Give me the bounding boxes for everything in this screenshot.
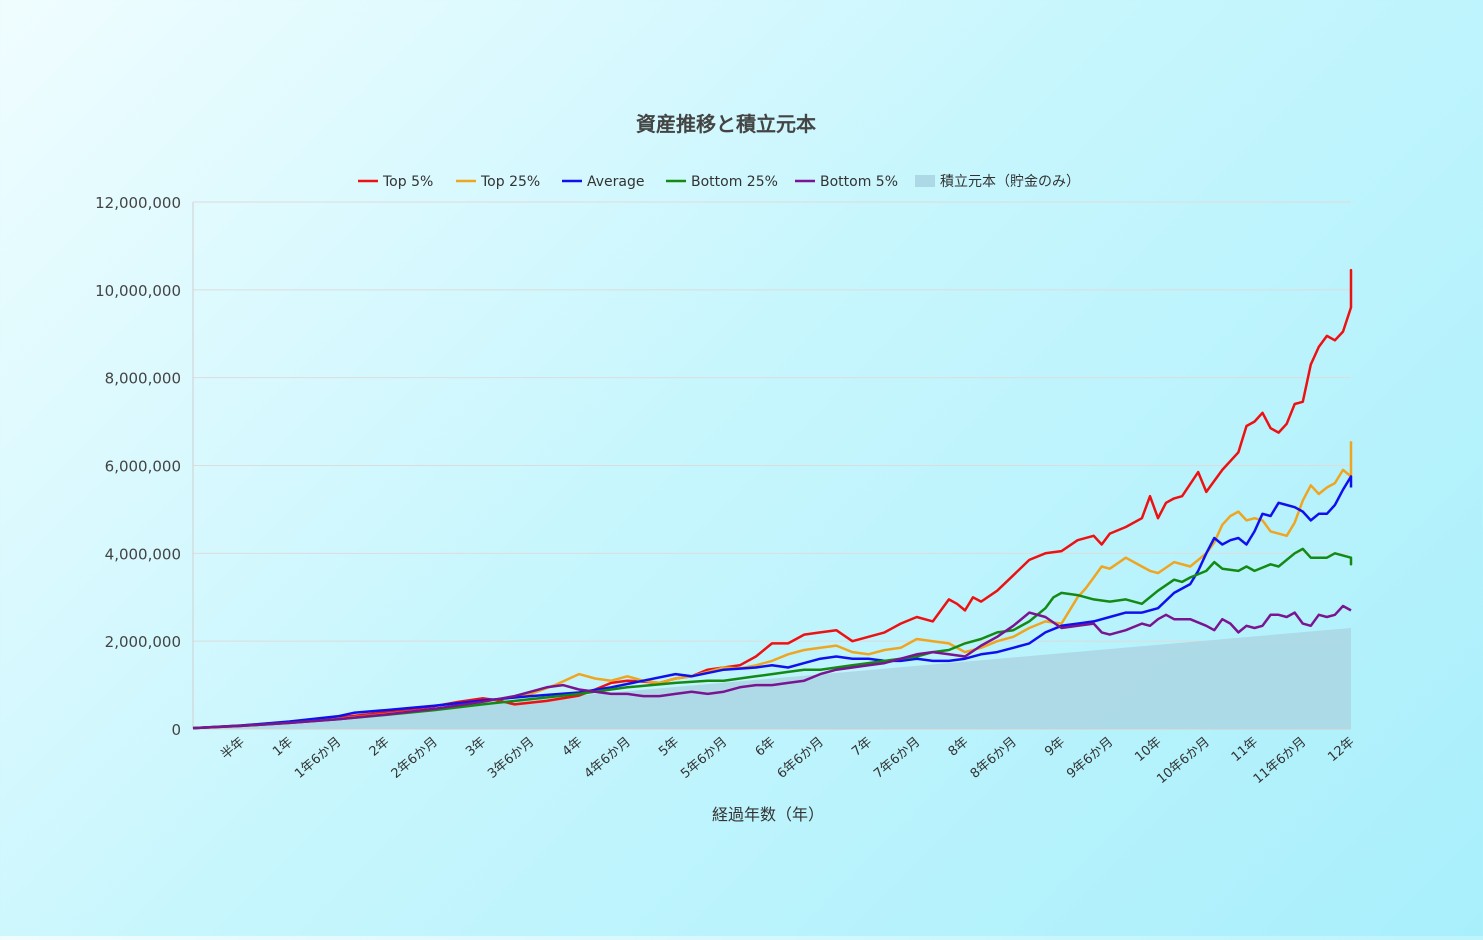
legend-swatch	[915, 175, 935, 187]
x-tick-label: 3年6か月	[485, 735, 537, 782]
y-tick-label: 0	[171, 721, 181, 739]
chart-title: 資産推移と積立元本	[636, 112, 816, 136]
x-tick-label: 8年6か月	[968, 735, 1020, 782]
legend: Top 5% Top 25% Average Bottom 25% Bottom 5% 積…	[358, 174, 1080, 190]
legend-label: Top 25%	[480, 174, 540, 190]
x-tick-label: 11年	[1229, 735, 1261, 765]
x-tick-label: 3年	[463, 735, 489, 760]
legend-label: 積立元本（貯金のみ）	[940, 174, 1080, 190]
legend-label: Bottom 25%	[691, 174, 778, 190]
x-tick-label: 1年	[270, 735, 296, 760]
x-tick-label: 5年	[656, 735, 682, 760]
x-tick-label: 10年	[1132, 735, 1164, 765]
x-tick-label: 4年	[560, 735, 586, 760]
x-tick-label: 9年	[1042, 735, 1068, 760]
legend-label: Bottom 5%	[820, 174, 898, 190]
series-line-3	[192, 547, 1353, 730]
series-line-2	[192, 475, 1353, 730]
y-tick-label: 4,000,000	[105, 545, 181, 563]
y-tick-label: 2,000,000	[105, 633, 181, 651]
x-tick-label: 半年	[218, 735, 248, 763]
x-tick-label: 10年6か月	[1154, 735, 1213, 788]
x-tick-label: 6年	[753, 735, 779, 760]
series-line-1	[192, 441, 1353, 730]
x-tick-label: 7年	[849, 735, 875, 760]
series-line-4	[192, 604, 1352, 730]
x-tick-label: 1年6か月	[292, 735, 344, 782]
x-tick-label: 2年6か月	[389, 735, 441, 782]
series-layer	[192, 268, 1353, 730]
legend-label: Average	[587, 174, 645, 190]
x-tick-label: 11年6か月	[1251, 735, 1310, 788]
y-tick-label: 12,000,000	[95, 194, 181, 212]
grid-layer	[193, 201, 1351, 730]
x-tick-label: 5年6か月	[678, 735, 730, 782]
y-tick-label: 10,000,000	[95, 282, 181, 300]
x-tick-label: 12年	[1325, 735, 1357, 765]
y-tick-label: 8,000,000	[105, 370, 181, 388]
x-tick-label: 8年	[946, 735, 972, 760]
y-tick-label: 6,000,000	[105, 458, 181, 476]
x-tick-label: 9年6か月	[1064, 735, 1116, 782]
legend-label: Top 5%	[382, 174, 433, 190]
x-tick-label: 2年	[367, 735, 393, 760]
x-tick-label: 6年6か月	[775, 735, 827, 782]
x-tick-label: 7年6か月	[871, 735, 923, 782]
x-tick-label: 4年6か月	[582, 735, 634, 782]
x-axis-label: 経過年数（年）	[712, 805, 824, 824]
